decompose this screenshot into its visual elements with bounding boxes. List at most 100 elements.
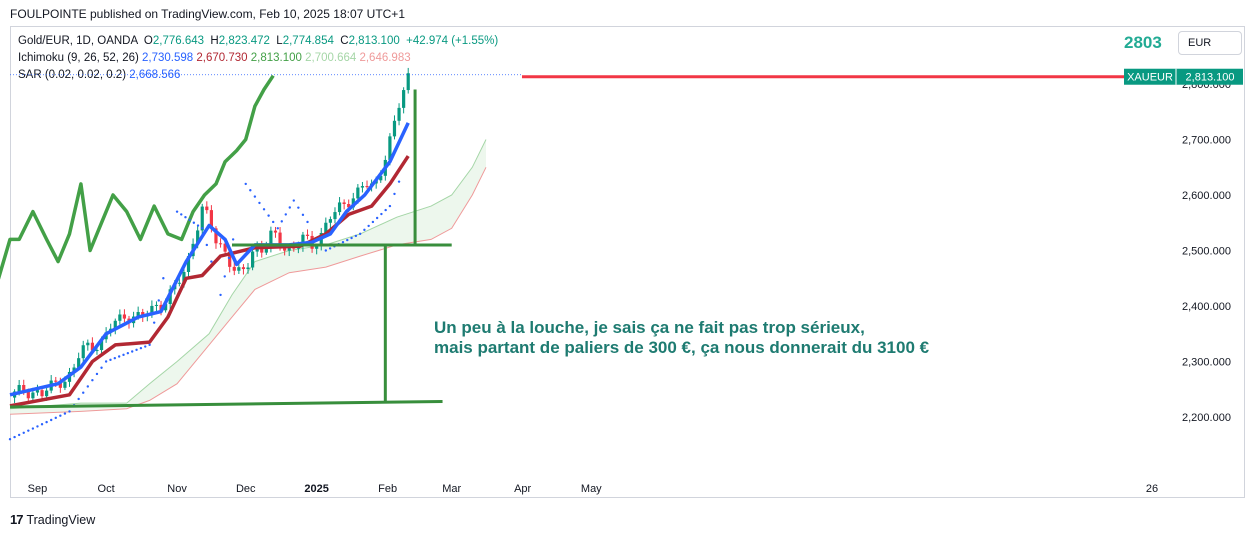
candle — [12, 389, 17, 404]
candle-body — [209, 210, 213, 229]
candle-body — [86, 342, 90, 346]
sar-dot — [350, 236, 353, 240]
candle-body — [397, 107, 401, 121]
candle-body — [269, 230, 273, 248]
candle — [232, 262, 236, 276]
sar-dot — [157, 299, 160, 302]
ohlc-c-label: C — [340, 35, 349, 47]
candle — [328, 216, 333, 229]
support-trend-line[interactable] — [9, 399, 443, 409]
sar-dot — [63, 412, 67, 415]
candle-body — [196, 230, 200, 244]
sar-dot — [77, 397, 80, 401]
sar-dot — [49, 418, 53, 422]
sar-dot — [306, 220, 309, 224]
candle-body — [356, 187, 360, 199]
candle-body — [186, 256, 191, 272]
candle-body — [237, 267, 241, 271]
sar-label: SAR (0.02, 0.02, 0.2) — [18, 69, 127, 81]
candle — [81, 340, 85, 363]
candle-body — [205, 206, 209, 211]
candle-body — [347, 204, 351, 208]
candle-body — [113, 320, 117, 329]
candle — [200, 203, 204, 236]
sar-dot — [126, 351, 130, 355]
candle-body — [182, 271, 186, 283]
sar-dot — [22, 431, 25, 434]
candle — [402, 87, 406, 114]
candle-body — [264, 247, 268, 253]
sar-dot — [324, 249, 328, 252]
x-tick-label: Apr — [514, 483, 531, 495]
price-tag-label: 2,813.100 — [1186, 72, 1235, 84]
sar-dot — [139, 346, 143, 350]
sar-dot — [292, 199, 295, 202]
candle — [218, 238, 223, 248]
x-tick-label: May — [581, 483, 602, 495]
ohlc-low: 2,774.854 — [282, 35, 334, 47]
candle-body — [72, 367, 76, 372]
candle — [392, 115, 397, 140]
tradingview-brand[interactable]: 17 TradingView — [10, 512, 95, 527]
candle-body — [164, 304, 168, 311]
legend-symbol[interactable]: Gold/EUR, 1D, OANDA — [18, 35, 138, 47]
sar-dot — [284, 213, 287, 216]
ohlc-l-label: L — [276, 35, 283, 47]
chikou-span-line — [0, 74, 275, 280]
chart-annotation: Un peu à la louche, je sais ça ne fait p… — [434, 318, 929, 358]
sar-dot — [397, 180, 401, 183]
sar-dot — [249, 189, 252, 192]
sar-dot — [86, 385, 90, 388]
candle — [342, 199, 346, 210]
currency-selector[interactable]: EUR — [1178, 31, 1242, 55]
sar-dot — [363, 228, 366, 232]
sar-dot — [54, 416, 57, 420]
y-tick-label: 2,200.000 — [1182, 412, 1231, 424]
candle-body — [406, 73, 410, 91]
sar-dot — [148, 343, 151, 347]
sar-dot — [301, 213, 305, 217]
sar-dot — [131, 350, 134, 353]
tenkan-sen-line — [9, 122, 410, 397]
candle-body — [154, 304, 159, 306]
candle-body — [99, 339, 104, 351]
sar-dot — [144, 345, 147, 348]
x-tick-label: Nov — [167, 483, 187, 495]
sar-dot — [354, 234, 358, 238]
candle-body — [351, 198, 355, 208]
x-tick-label: 26 — [1146, 483, 1158, 495]
x-tick-label: Dec — [236, 483, 256, 495]
candle-body — [379, 175, 383, 181]
candle-body — [228, 251, 232, 267]
sar-dot — [175, 210, 179, 213]
candle-body — [388, 136, 392, 160]
candle-body — [278, 232, 282, 249]
sar-dot — [188, 218, 191, 222]
candle-body — [136, 312, 140, 317]
y-tick-label: 2,600.000 — [1182, 190, 1231, 202]
sar-dot — [367, 224, 370, 228]
candle-body — [159, 304, 163, 311]
candle-body — [250, 251, 255, 268]
candle-body — [342, 202, 346, 205]
sar-dot — [13, 435, 16, 439]
x-tick-label: Feb — [378, 483, 397, 495]
candle — [273, 226, 278, 238]
sar-dot — [231, 238, 235, 241]
x-tick-label: 2025 — [304, 483, 328, 495]
sar-dot — [205, 243, 209, 247]
x-tick-label: Sep — [28, 483, 48, 495]
ichimoku-label: Ichimoku (9, 26, 52, 26) — [18, 52, 139, 64]
legend-ichimoku-row[interactable]: Ichimoku (9, 26, 52, 26) 2,730.598 2,670… — [18, 52, 411, 64]
current-price-display: 2803 — [1124, 33, 1162, 52]
y-tick-label: 2,700.000 — [1182, 135, 1231, 147]
sar-dot — [91, 379, 94, 382]
ichimoku-cloud — [10, 139, 486, 415]
sar-dot — [358, 232, 362, 236]
sar-dot — [276, 227, 279, 230]
candle — [122, 309, 127, 323]
candle-body — [360, 186, 365, 188]
annotation-line-2: mais partant de paliers de 300 €, ça nou… — [434, 338, 930, 357]
ohlc-h-label: H — [210, 35, 219, 47]
